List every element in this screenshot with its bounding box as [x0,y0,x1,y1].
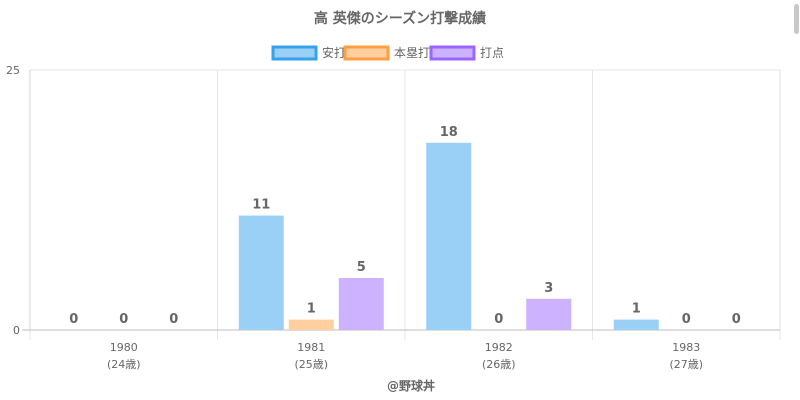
data-label: 5 [357,260,366,275]
legend-swatch-2 [343,45,390,61]
bar-1981-安打 [238,215,284,330]
x-tick-label: 1980 [110,341,138,354]
x-tick-sublabel: (27歳) [669,358,703,371]
bar-1981-打点 [338,278,384,330]
y-axis-ticks: 0 25 [6,64,20,337]
data-label: 0 [732,312,741,327]
data-label: 3 [544,281,553,296]
scrollbar[interactable] [792,0,800,400]
data-label: 0 [682,312,691,327]
x-tick-sublabel: (24歳) [107,358,141,371]
bar-1982-安打 [426,142,472,330]
bars [238,142,659,330]
bar-1983-安打 [613,319,659,330]
data-label: 0 [69,312,78,327]
data-label: 1 [632,302,641,317]
x-tick-label: 1983 [672,341,700,354]
legend-label-2: 本塁打 [394,46,430,60]
data-label: 0 [494,312,503,327]
grid [22,69,781,340]
y-tick-label: 25 [6,64,20,77]
legend: 安打 本塁打 打点 [271,45,504,61]
x-tick-label: 1982 [485,341,513,354]
credit-label: @野球丼 [387,378,435,393]
legend-label-3: 打点 [480,46,504,60]
data-label: 18 [440,125,458,140]
legend-label-1: 安打 [322,45,346,60]
legend-swatch-3 [429,45,476,61]
y-tick-label: 0 [13,324,20,337]
data-label: 0 [119,312,128,327]
data-label: 1 [307,302,316,317]
data-label: 0 [169,312,178,327]
x-tick-sublabel: (26歳) [482,358,516,371]
x-tick-sublabel: (25歳) [294,358,328,371]
data-label: 11 [252,198,270,213]
x-axis-ticks: 1980 (24歳) 1981 (25歳) 1982 (26歳) 1983 (27歳) [107,341,703,371]
chart-title: 高 英傑のシーズン打撃成績 [314,10,486,27]
bar-1982-打点 [526,298,572,330]
bar-1981-本塁打 [288,319,334,330]
x-tick-label: 1981 [297,341,325,354]
scrollbar-thumb[interactable] [794,4,799,34]
legend-swatch-1 [271,45,318,61]
